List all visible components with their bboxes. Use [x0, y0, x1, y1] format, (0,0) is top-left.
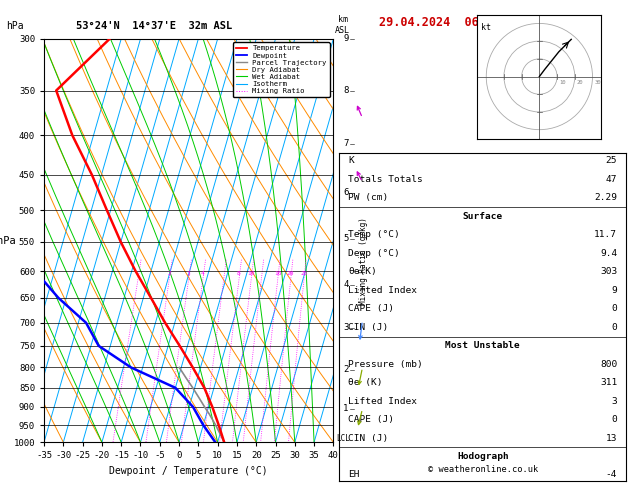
Text: 20: 20 — [577, 80, 583, 85]
Text: Totals Totals: Totals Totals — [348, 175, 423, 184]
Text: CIN (J): CIN (J) — [348, 434, 389, 443]
Text: 0: 0 — [611, 304, 617, 313]
Text: 2: 2 — [167, 271, 171, 276]
Text: 4: 4 — [201, 271, 205, 276]
Text: 0: 0 — [611, 323, 617, 332]
Text: Temp (°C): Temp (°C) — [348, 230, 400, 240]
Text: Lifted Index: Lifted Index — [348, 286, 417, 295]
Text: Pressure (mb): Pressure (mb) — [348, 360, 423, 369]
Text: hPa: hPa — [6, 21, 24, 31]
Text: θe (K): θe (K) — [348, 378, 382, 387]
Legend: Temperature, Dewpoint, Parcel Trajectory, Dry Adiabat, Wet Adiabat, Isotherm, Mi: Temperature, Dewpoint, Parcel Trajectory… — [233, 42, 330, 97]
Text: θe(K): θe(K) — [348, 267, 377, 277]
Text: Mixing Ratio (g/kg): Mixing Ratio (g/kg) — [359, 217, 368, 305]
Text: 2: 2 — [343, 365, 348, 374]
Text: LCL: LCL — [337, 434, 350, 443]
Text: 11.7: 11.7 — [594, 230, 617, 240]
Text: EH: EH — [348, 470, 360, 480]
Text: 53°24'N  14°37'E  32m ASL: 53°24'N 14°37'E 32m ASL — [76, 21, 232, 31]
Text: 13: 13 — [606, 434, 617, 443]
X-axis label: Dewpoint / Temperature (°C): Dewpoint / Temperature (°C) — [109, 466, 268, 476]
Text: 3: 3 — [343, 323, 348, 332]
Text: 3: 3 — [187, 271, 191, 276]
Text: 6: 6 — [343, 189, 348, 197]
Text: 0: 0 — [611, 415, 617, 424]
Text: 9: 9 — [611, 286, 617, 295]
Text: hPa: hPa — [0, 236, 16, 245]
Text: 47: 47 — [606, 175, 617, 184]
Text: 3: 3 — [611, 397, 617, 406]
Text: 1: 1 — [343, 404, 348, 413]
Text: km
ASL: km ASL — [335, 16, 350, 35]
Text: 25: 25 — [606, 156, 617, 166]
Text: Lifted Index: Lifted Index — [348, 397, 417, 406]
Text: 800: 800 — [600, 360, 617, 369]
Text: kt: kt — [481, 23, 491, 33]
Text: 20: 20 — [287, 271, 294, 276]
Text: 10: 10 — [559, 80, 565, 85]
Text: 8: 8 — [237, 271, 241, 276]
Text: CIN (J): CIN (J) — [348, 323, 389, 332]
Text: 9.4: 9.4 — [600, 249, 617, 258]
Text: PW (cm): PW (cm) — [348, 193, 389, 203]
Text: 10: 10 — [247, 271, 255, 276]
Text: 30: 30 — [594, 80, 601, 85]
Text: 29.04.2024  06GMT  (Base: 06): 29.04.2024 06GMT (Base: 06) — [379, 16, 586, 29]
Text: 303: 303 — [600, 267, 617, 277]
Text: 5: 5 — [343, 234, 348, 243]
Text: Hodograph: Hodograph — [457, 452, 509, 461]
Text: 9: 9 — [343, 35, 348, 43]
Text: CAPE (J): CAPE (J) — [348, 415, 394, 424]
Text: 311: 311 — [600, 378, 617, 387]
Text: -4: -4 — [606, 470, 617, 480]
Text: 16: 16 — [274, 271, 281, 276]
Text: CAPE (J): CAPE (J) — [348, 304, 394, 313]
Text: Most Unstable: Most Unstable — [445, 341, 520, 350]
Text: K: K — [348, 156, 354, 166]
Text: 2.29: 2.29 — [594, 193, 617, 203]
Text: 8: 8 — [343, 86, 348, 95]
Text: Dewp (°C): Dewp (°C) — [348, 249, 400, 258]
Text: Surface: Surface — [463, 212, 503, 221]
Text: 25: 25 — [300, 271, 308, 276]
Text: 7: 7 — [343, 139, 348, 148]
Text: © weatheronline.co.uk: © weatheronline.co.uk — [428, 465, 538, 474]
Text: 4: 4 — [343, 280, 348, 289]
